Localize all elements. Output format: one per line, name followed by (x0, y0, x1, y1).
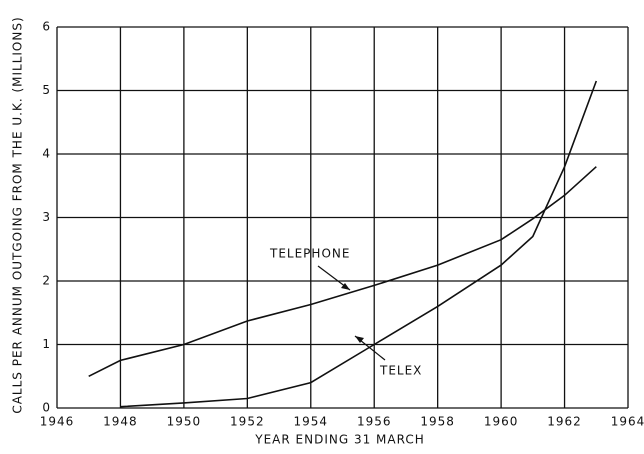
y-tick-label: 1 (42, 337, 51, 351)
x-axis-label: YEAR ENDING 31 MARCH (254, 433, 425, 447)
arrowhead (341, 283, 350, 290)
series-label: TELEX (379, 364, 422, 378)
y-tick-label: 0 (42, 401, 51, 415)
series-label: TELEPHONE (269, 247, 350, 261)
x-tick-label: 1954 (294, 415, 329, 429)
y-tick-label: 4 (42, 147, 51, 161)
x-tick-label: 1950 (167, 415, 202, 429)
x-tick-label: 1958 (420, 415, 455, 429)
series-line (88, 166, 597, 378)
x-tick-label: 1962 (547, 415, 582, 429)
x-tick-label: 1948 (103, 415, 138, 429)
y-tick-label: 2 (42, 274, 51, 288)
y-tick-label: 5 (42, 83, 51, 97)
y-axis-label: CALLS PER ANNUM OUTGOING FROM THE U.K. (… (11, 16, 25, 413)
x-tick-label: 1960 (484, 415, 519, 429)
x-tick-label: 1952 (230, 415, 265, 429)
series-line (120, 80, 598, 408)
arrowhead (355, 336, 364, 343)
x-tick-label: 1964 (611, 415, 644, 429)
y-tick-label: 6 (42, 20, 51, 34)
x-tick-label: 1946 (40, 415, 75, 429)
x-tick-label: 1956 (357, 415, 392, 429)
y-tick-label: 3 (42, 210, 51, 224)
